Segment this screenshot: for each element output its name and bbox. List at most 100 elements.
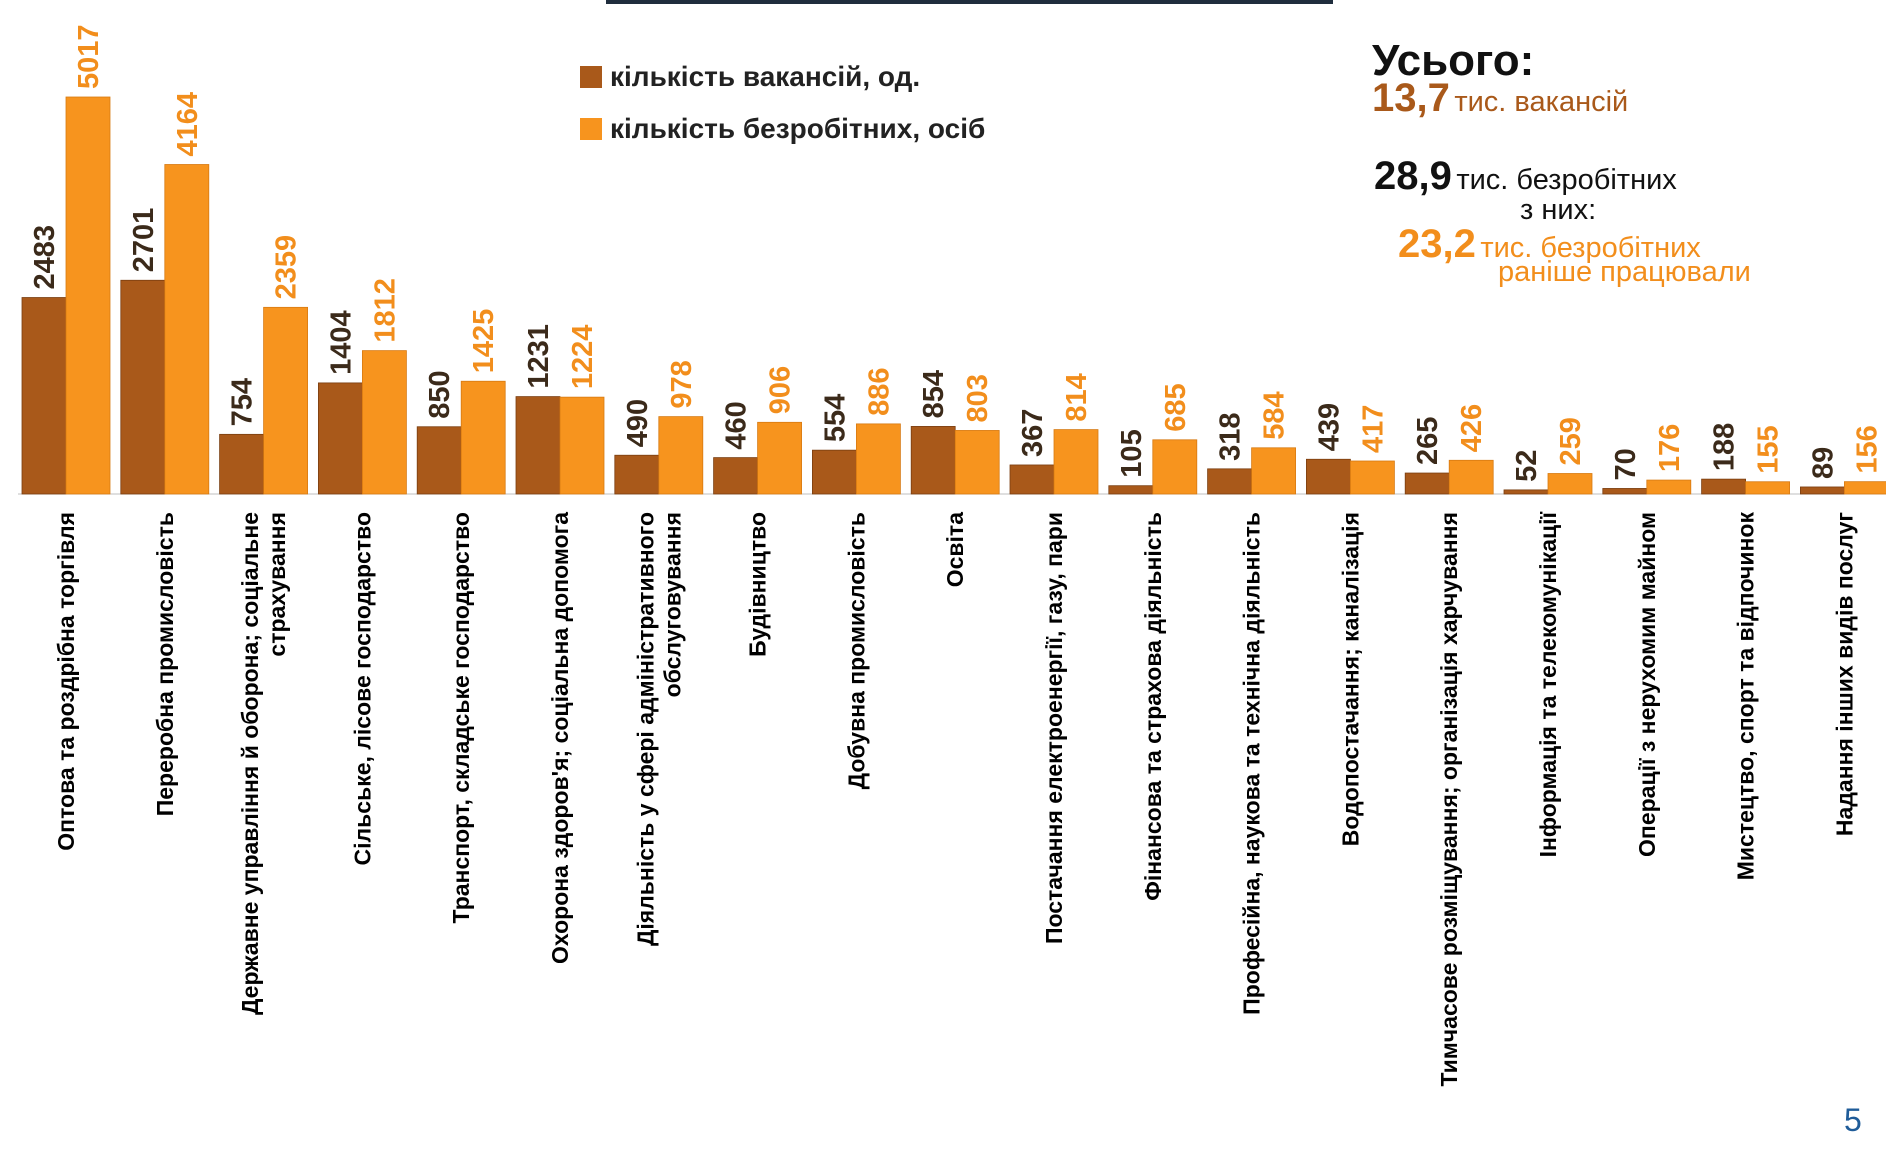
data-label-unemployed-2: 2359 [271,235,303,300]
bar-vacancies-6 [614,454,660,495]
data-label-unemployed-15: 259 [1555,417,1587,465]
bar-unemployed-5 [559,396,605,495]
data-label-unemployed-5: 1224 [567,325,599,390]
bar-unemployed-9 [954,430,1000,495]
data-label-unemployed-14: 426 [1456,404,1488,452]
bar-vacancies-13 [1306,458,1351,495]
category-label-3: Сільське, лісове господарство [349,512,375,865]
data-label-unemployed-0: 5017 [73,24,105,89]
bar-unemployed-7 [757,421,802,495]
bar-vacancies-17 [1701,478,1746,495]
category-label-16: Операції з нерухомим майном [1634,512,1660,857]
legend-label-vacancies: кількість вакансій, од. [610,61,921,92]
bar-unemployed-18 [1844,481,1886,495]
legend-label-unemployed: кількість безробітних, осіб [610,113,986,144]
data-label-vacancies-3: 1404 [325,310,357,375]
data-label-unemployed-3: 1812 [369,278,401,343]
data-label-vacancies-7: 460 [721,401,753,449]
summary-of-them: з них: [1520,194,1597,226]
data-label-vacancies-11: 105 [1116,429,1148,477]
category-label-15: Інформація та телекомунікації [1535,511,1561,857]
legend-item-unemployed: кількість безробітних, осіб [580,112,985,146]
category-label-5: Охорона здоров'я; соціальна допомога [547,512,573,964]
bar-unemployed-6 [658,416,704,495]
data-label-vacancies-17: 188 [1709,423,1741,471]
summary-title: Усього: [1372,36,1535,85]
data-label-vacancies-0: 2483 [29,225,61,290]
bar-vacancies-15 [1503,489,1549,495]
category-label-6-line-1: обслуговування [659,512,685,697]
data-label-vacancies-12: 318 [1215,412,1247,460]
bar-unemployed-15 [1547,473,1593,495]
summary-vacancies-text: тис. вакансій [1454,86,1629,118]
category-label-6-line-0: Діяльність у сфері адміністративного [632,512,658,946]
bar-vacancies-4 [416,426,462,495]
summary-previously: 23,2 тис. безробітних [1398,222,1701,267]
category-label-17: Мистецтво, спорт та відпочинок [1733,512,1759,881]
bar-unemployed-3 [361,350,407,495]
data-label-vacancies-18: 89 [1807,447,1839,479]
page-number: 5 [1844,1102,1862,1138]
bar-vacancies-1 [120,279,166,495]
data-label-unemployed-1: 4164 [172,92,204,157]
bar-unemployed-1 [164,164,210,495]
category-label-12: Професійна, наукова та технічна діяльніс… [1239,512,1265,1015]
data-label-unemployed-8: 886 [863,367,895,415]
bar-vacancies-2 [219,433,265,495]
bar-unemployed-12 [1251,447,1296,495]
category-label-2-line-0: Державне управління й оборона; соціальне [237,512,263,1015]
bar-unemployed-16 [1646,479,1692,495]
data-label-vacancies-15: 52 [1511,450,1543,482]
data-label-unemployed-10: 814 [1061,373,1093,421]
bar-vacancies-14 [1404,472,1450,495]
legend: кількість вакансій, од. кількість безроб… [580,60,985,164]
bar-vacancies-12 [1207,468,1252,495]
data-label-unemployed-4: 1425 [468,309,500,374]
data-label-vacancies-8: 554 [819,394,851,442]
bar-unemployed-17 [1745,481,1790,495]
data-label-vacancies-4: 850 [424,370,456,418]
data-label-unemployed-17: 155 [1753,425,1785,473]
summary-unemployed-value: 28,9 [1374,154,1452,198]
summary-previously-text-1: тис. безробітних [1480,232,1701,264]
category-label-4: Транспорт, складське господарство [448,512,474,923]
data-label-vacancies-10: 367 [1017,409,1049,457]
category-label-1: Переробна промисловість [152,512,178,816]
data-label-unemployed-12: 584 [1259,391,1291,439]
bar-unemployed-8 [856,423,901,495]
category-label-2-line-1: страхування [264,512,290,657]
summary-vacancies: 13,7 тис. вакансій [1372,76,1628,121]
bar-vacancies-10 [1009,464,1055,495]
summary-unemployed-text: тис. безробітних [1456,164,1677,196]
category-label-18: Надання інших видів послуг [1831,512,1857,836]
bar-vacancies-5 [515,396,561,495]
legend-swatch-vacancies [580,66,602,88]
data-label-vacancies-16: 70 [1610,448,1642,480]
bar-unemployed-11 [1152,439,1198,495]
bar-unemployed-4 [460,380,506,495]
data-label-unemployed-9: 803 [962,374,994,422]
data-label-vacancies-2: 754 [227,378,259,426]
bar-vacancies-7 [713,457,758,495]
title-bar [606,0,1333,4]
data-label-vacancies-9: 854 [918,370,950,418]
data-label-vacancies-1: 2701 [128,208,160,273]
bar-vacancies-9 [910,426,956,495]
data-label-vacancies-5: 1231 [523,324,555,389]
category-label-14: Тимчасове розміщування; організація харч… [1436,512,1462,1087]
data-label-unemployed-18: 156 [1851,425,1883,473]
bar-unemployed-10 [1053,429,1099,495]
summary-previously-text-2: раніше працювали [1498,256,1751,288]
category-label-13: Водопостачання; каналізація [1337,512,1363,846]
summary-unemployed: 28,9 тис. безробітних [1374,154,1677,199]
data-label-vacancies-13: 439 [1313,403,1345,451]
data-label-vacancies-14: 265 [1412,417,1444,465]
category-label-11: Фінансова та страхова діяльність [1140,512,1166,901]
category-label-0: Оптова та роздрібна торгівля [53,512,79,851]
legend-swatch-unemployed [580,118,602,140]
bar-vacancies-0 [21,297,67,495]
bar-unemployed-13 [1350,460,1395,495]
bar-vacancies-16 [1602,488,1648,495]
